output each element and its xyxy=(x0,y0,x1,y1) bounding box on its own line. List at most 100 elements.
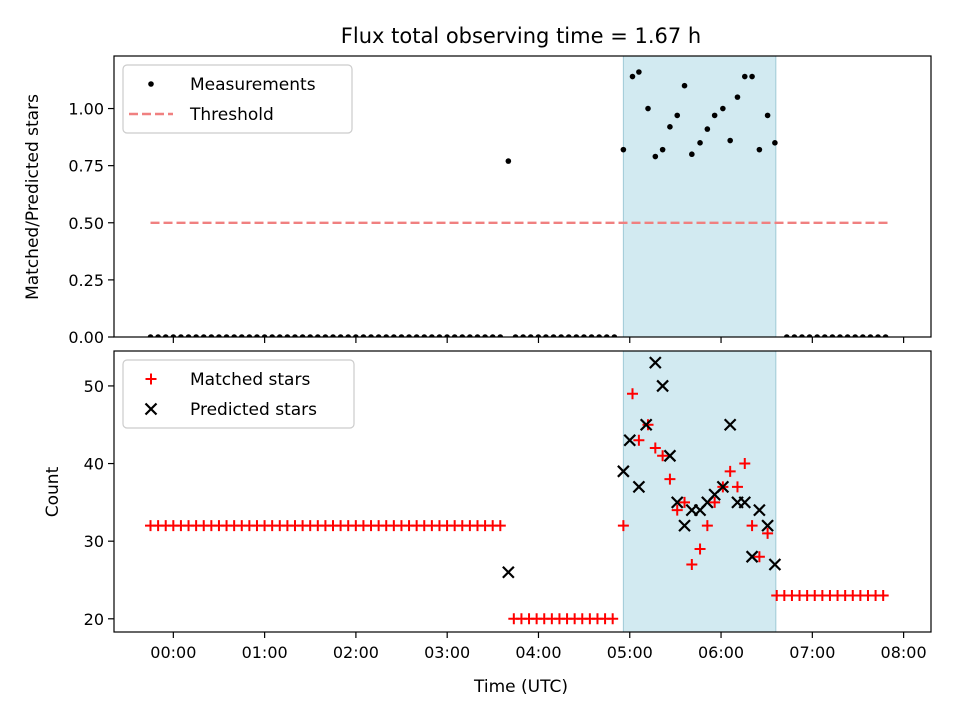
predicted-star-point xyxy=(745,550,759,563)
measurement-point xyxy=(406,334,412,337)
matched-star-point xyxy=(649,442,661,454)
measurement-point xyxy=(147,334,154,337)
legend: Matched stars Predicted stars xyxy=(122,359,355,429)
measurement-point xyxy=(611,334,618,337)
data-layer xyxy=(147,69,890,337)
measurement-point xyxy=(482,334,488,337)
predicted-star-point xyxy=(617,465,630,478)
y-tick-label: 1.00 xyxy=(68,100,104,119)
measurement-point xyxy=(799,334,805,337)
legend-box xyxy=(122,64,353,134)
measurement-point xyxy=(315,334,321,337)
measurement-point xyxy=(178,334,184,337)
measurement-point xyxy=(704,126,711,132)
measurement-point xyxy=(806,334,813,337)
measurement-point xyxy=(749,73,755,80)
measurement-point xyxy=(573,334,580,337)
measurement-point xyxy=(383,334,390,337)
legend-label: Matched stars xyxy=(190,370,310,390)
matched-star-point xyxy=(633,434,645,446)
measurement-point xyxy=(659,146,666,153)
measurement-point xyxy=(284,334,291,337)
measurement-point xyxy=(322,334,329,337)
measurement-point xyxy=(345,334,352,337)
measurement-point xyxy=(727,137,733,144)
measurement-point xyxy=(391,334,397,337)
x-tick-label: 05:00 xyxy=(607,643,653,662)
chart-title: Flux total observing time = 1.67 h xyxy=(341,24,701,48)
bottom-panel: 20 30 40 50 00:00 01:00 02:00 03:00 04:00 05:00 06… xyxy=(84,350,932,662)
measurement-point xyxy=(596,334,602,337)
measurement-point xyxy=(375,334,382,337)
matched-star-point xyxy=(664,473,676,485)
measurement-point xyxy=(489,334,496,337)
x-tick-label: 07:00 xyxy=(789,643,835,662)
predicted-star-point xyxy=(649,356,662,369)
measurement-point xyxy=(711,112,718,119)
measurement-point xyxy=(246,334,253,337)
matched-star-point xyxy=(753,551,765,563)
y-tick-label: 30 xyxy=(84,532,104,551)
measurement-point xyxy=(814,334,820,337)
measurement-point xyxy=(429,334,435,337)
predicted-star-point xyxy=(678,519,691,532)
measurement-point xyxy=(734,94,741,100)
legend-marker-dot xyxy=(148,81,154,87)
matched-star-point xyxy=(724,465,736,477)
predicted-star-point xyxy=(761,519,774,532)
predicted-star-point xyxy=(753,503,766,517)
measurement-point xyxy=(588,334,595,337)
matched-star-point xyxy=(617,520,629,532)
measurement-point xyxy=(216,334,222,337)
measurement-point xyxy=(330,334,336,337)
predicted-star-point xyxy=(632,480,646,494)
y-tick-label: 40 xyxy=(84,455,104,474)
predicted-star-point xyxy=(723,418,737,432)
observing-window-span xyxy=(622,350,777,633)
measurement-point xyxy=(821,334,828,337)
x-tick-label: 01:00 xyxy=(242,643,288,662)
measurement-point xyxy=(238,334,245,337)
x-tick-label: 02:00 xyxy=(333,643,379,662)
legend-label: Threshold xyxy=(189,105,274,125)
measurement-point xyxy=(185,334,192,337)
data-layer xyxy=(145,356,889,625)
measurement-point xyxy=(269,334,275,337)
x-tick-label: 04:00 xyxy=(515,643,561,662)
measurement-point xyxy=(829,334,836,337)
measurement-point xyxy=(444,334,450,337)
matched-star-point xyxy=(494,520,506,532)
matched-star-point xyxy=(701,520,713,532)
y-tick-label: 0.25 xyxy=(68,271,104,290)
matched-star-point xyxy=(626,388,638,400)
matched-star-point xyxy=(694,543,706,555)
matched-star-point xyxy=(746,520,758,532)
matched-star-point xyxy=(762,527,774,539)
measurement-point xyxy=(170,334,177,337)
measurement-point xyxy=(629,73,636,80)
measurement-point xyxy=(764,112,771,119)
measurement-point xyxy=(162,334,169,337)
legend-label: Measurements xyxy=(190,75,316,95)
predicted-star-point xyxy=(623,433,637,447)
measurement-point xyxy=(720,105,726,112)
predicted-star-point xyxy=(738,496,752,509)
x-axis-label: Time (UTC) xyxy=(473,677,568,697)
measurement-point xyxy=(837,334,843,337)
predicted-star-point xyxy=(663,449,677,463)
predicted-star-point xyxy=(716,480,730,494)
measurement-point xyxy=(667,124,673,130)
measurement-point xyxy=(261,334,268,337)
observing-window-span xyxy=(622,55,777,338)
matched-star-point xyxy=(679,496,691,508)
measurement-point xyxy=(697,140,703,146)
measurement-point xyxy=(353,334,359,337)
measurement-point xyxy=(497,334,504,337)
legend-box xyxy=(122,359,355,429)
x-tick-label: 06:00 xyxy=(698,643,744,662)
axes-frame xyxy=(113,350,932,633)
measurement-point xyxy=(520,334,526,337)
measurement-point xyxy=(474,334,481,337)
measurement-point xyxy=(645,105,651,112)
axes-frame xyxy=(113,55,932,338)
